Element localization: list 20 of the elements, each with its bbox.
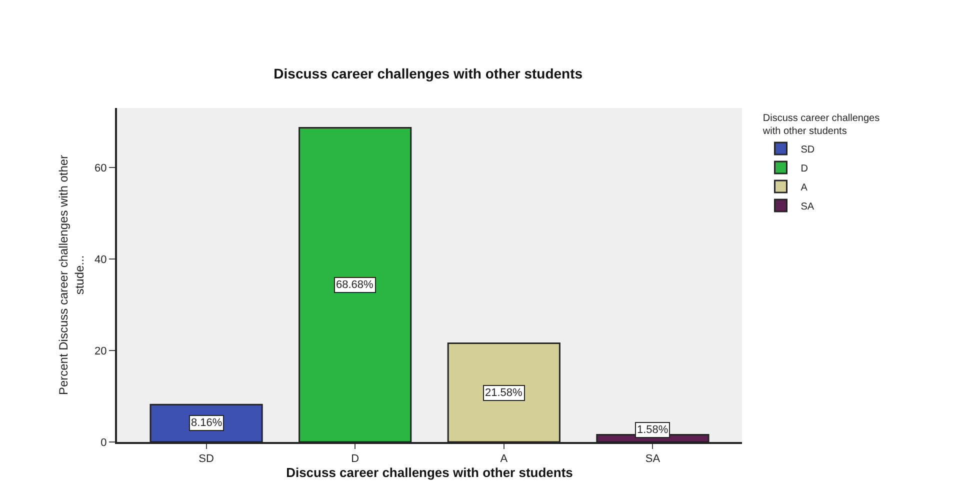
data-label: 21.58% bbox=[485, 387, 523, 399]
y-tick-label: 0 bbox=[100, 436, 107, 449]
x-axis-title: Discuss career challenges with other students bbox=[286, 465, 573, 480]
chart-title: Discuss career challenges with other students bbox=[274, 65, 583, 82]
data-label: 8.16% bbox=[191, 417, 222, 429]
y-tick-label: 60 bbox=[94, 162, 107, 174]
data-label: 68.68% bbox=[336, 279, 374, 291]
legend-label: SA bbox=[800, 201, 814, 212]
legend-label: SD bbox=[800, 144, 815, 156]
x-tick-label: SD bbox=[198, 453, 214, 466]
x-tick-label: A bbox=[500, 453, 508, 466]
legend-title: Discuss career challenges with other students bbox=[762, 113, 880, 137]
legend-label: A bbox=[800, 182, 808, 194]
y-tick-label: 20 bbox=[94, 345, 107, 358]
x-tick-label: SA bbox=[645, 453, 661, 466]
x-tick-label: D bbox=[351, 453, 360, 466]
legend-label: D bbox=[800, 163, 808, 174]
data-label: 1.58% bbox=[637, 424, 668, 436]
y-axis-title: Percent Discuss career challenges with other stude... bbox=[56, 154, 86, 396]
y-tick-label: 40 bbox=[94, 254, 107, 266]
